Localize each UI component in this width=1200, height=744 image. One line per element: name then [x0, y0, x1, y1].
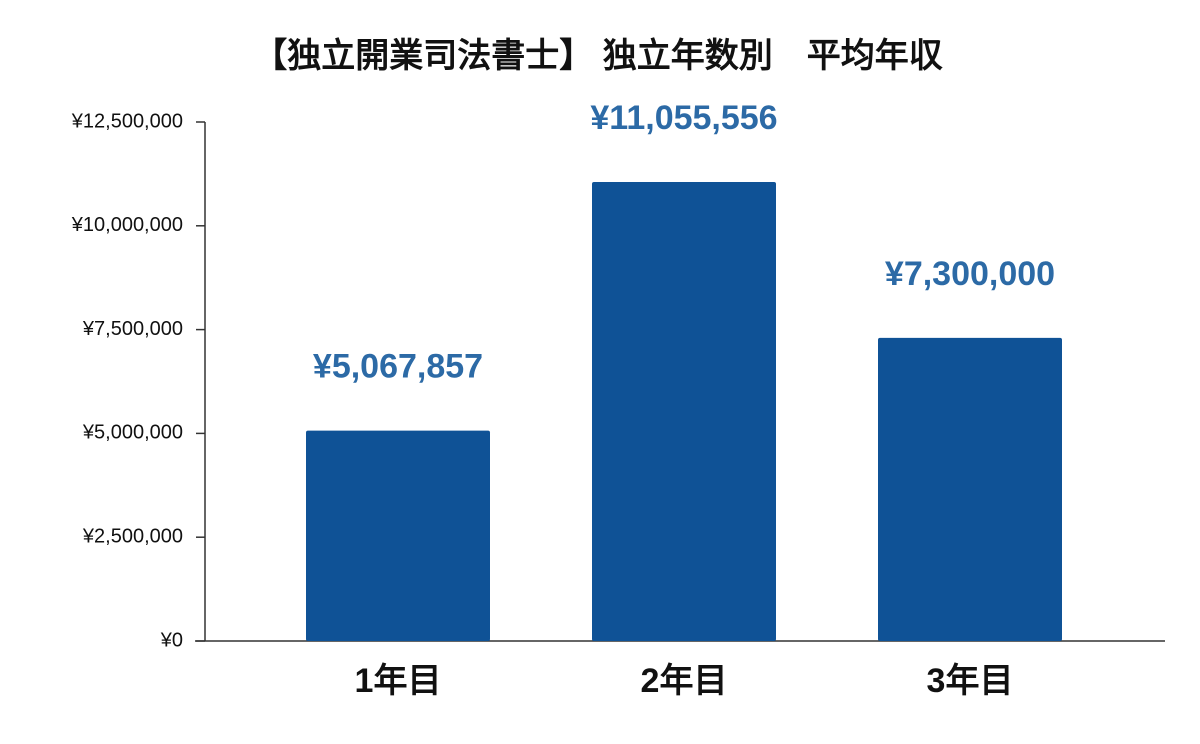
- y-tick-label: ¥7,500,000: [82, 318, 183, 340]
- bar: [878, 337, 1062, 641]
- value-label: ¥11,055,556: [590, 99, 777, 137]
- y-tick-label: ¥12,500,000: [71, 110, 183, 132]
- value-label: ¥5,067,857: [313, 348, 483, 386]
- y-tick-label: ¥2,500,000: [82, 525, 183, 547]
- value-label: ¥7,300,000: [885, 255, 1055, 293]
- y-tick-label: ¥0: [160, 629, 183, 651]
- y-tick-label: ¥10,000,000: [71, 214, 183, 236]
- y-tick-label: ¥5,000,000: [82, 422, 183, 444]
- chart-title: 【独立開業司法書士】 独立年数別 平均年収: [253, 37, 942, 75]
- x-tick-label: 2年目: [641, 662, 728, 700]
- bar: [306, 430, 490, 641]
- x-tick-label: 1年目: [355, 662, 442, 700]
- bar: [592, 181, 776, 641]
- x-tick-label: 3年目: [927, 662, 1014, 700]
